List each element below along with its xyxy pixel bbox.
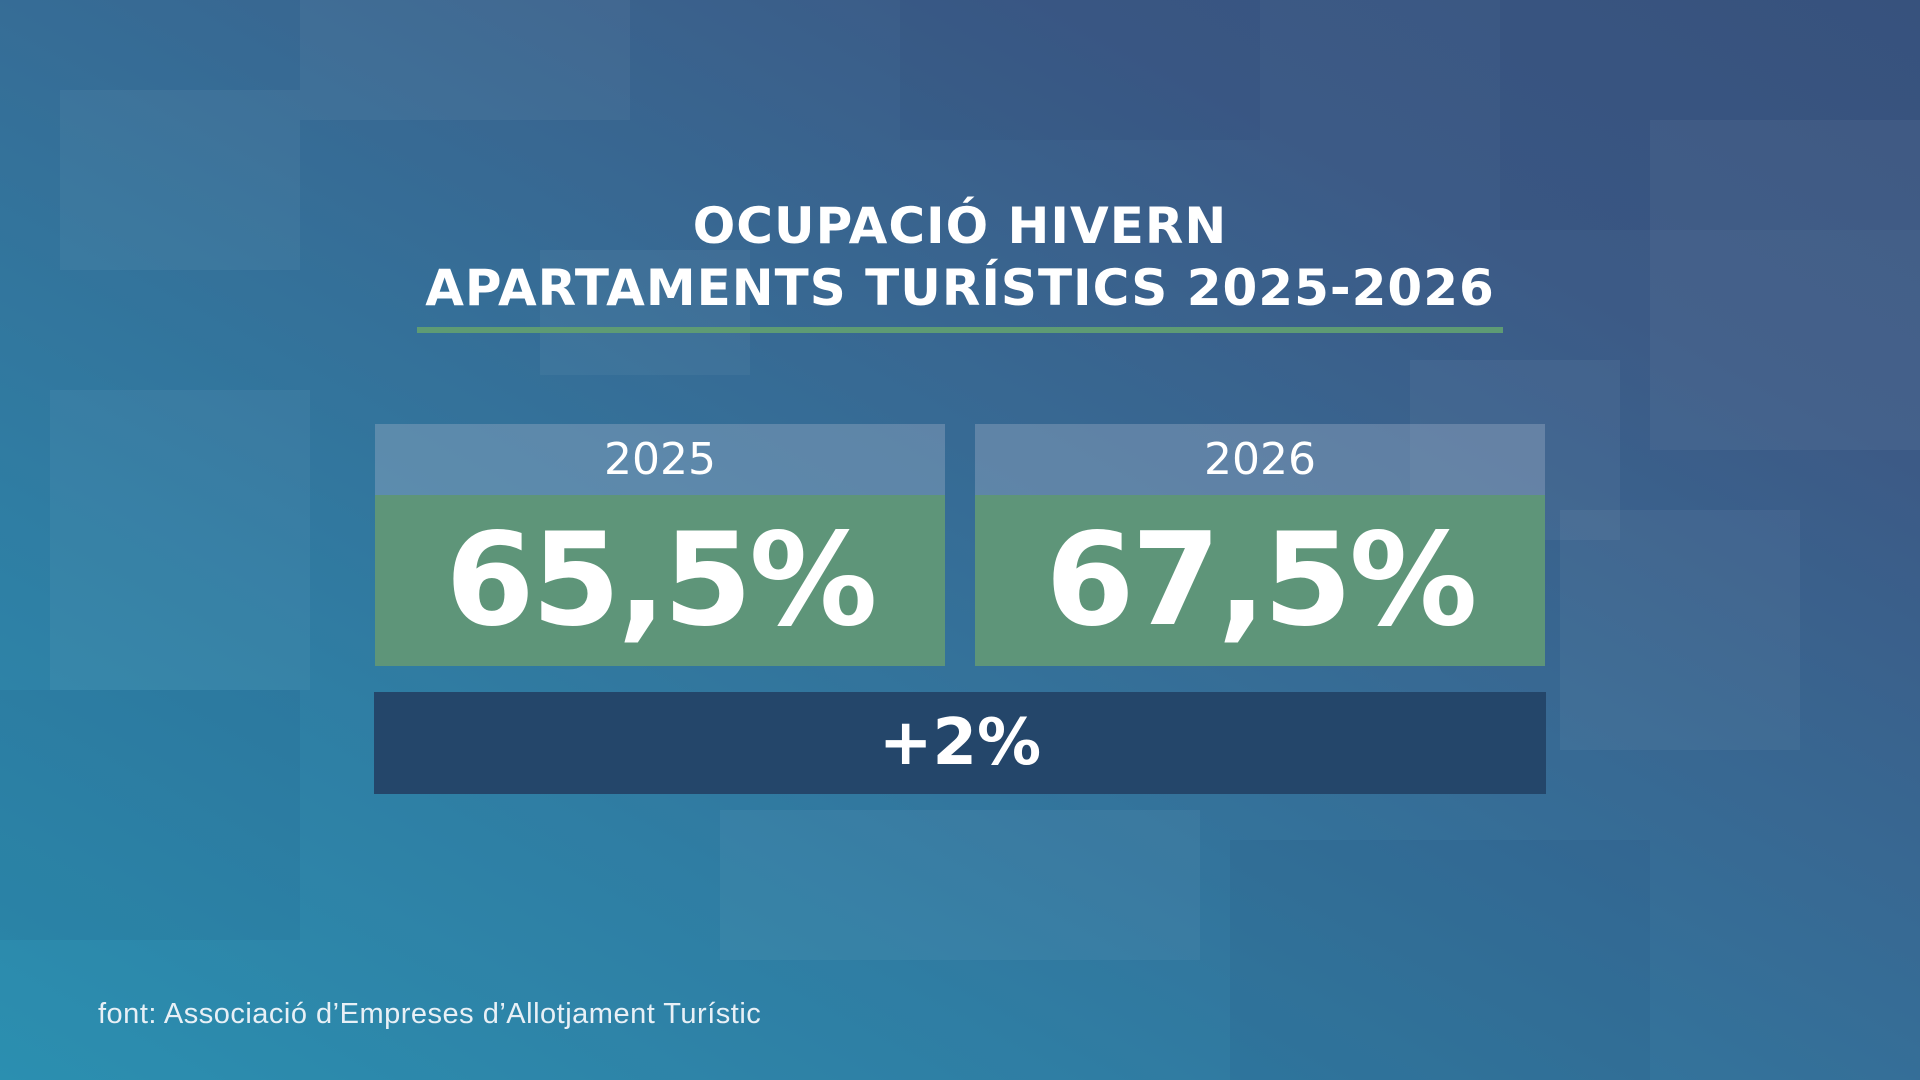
background-tile <box>720 810 1200 960</box>
title-line-1: OCUPACIÓ HIVERN <box>692 197 1228 255</box>
source-caption: font: Associació d’Empreses d’Allotjamen… <box>98 998 762 1030</box>
occupancy-value-2025: 65,5% <box>375 495 945 666</box>
background-tile <box>540 250 750 375</box>
background-tile <box>1230 840 1650 1080</box>
background-tile <box>1650 120 1920 450</box>
background-tile <box>900 0 1260 140</box>
title-underline <box>417 327 1503 333</box>
background-tile <box>0 690 300 940</box>
occupancy-value-2026: 67,5% <box>975 495 1545 666</box>
year-label-2025: 2025 <box>375 424 945 495</box>
background-tile <box>50 390 310 690</box>
difference-badge: +2% <box>374 692 1546 794</box>
background-tile <box>1500 0 1920 230</box>
background-tile <box>300 0 630 120</box>
background-tile <box>60 90 300 270</box>
page-title: OCUPACIÓ HIVERN APARTAMENTS TURÍSTICS 20… <box>0 195 1920 319</box>
title-line-2: APARTAMENTS TURÍSTICS 2025-2026 <box>425 259 1495 317</box>
year-label-2026: 2026 <box>975 424 1545 495</box>
background-tile <box>1560 510 1800 750</box>
